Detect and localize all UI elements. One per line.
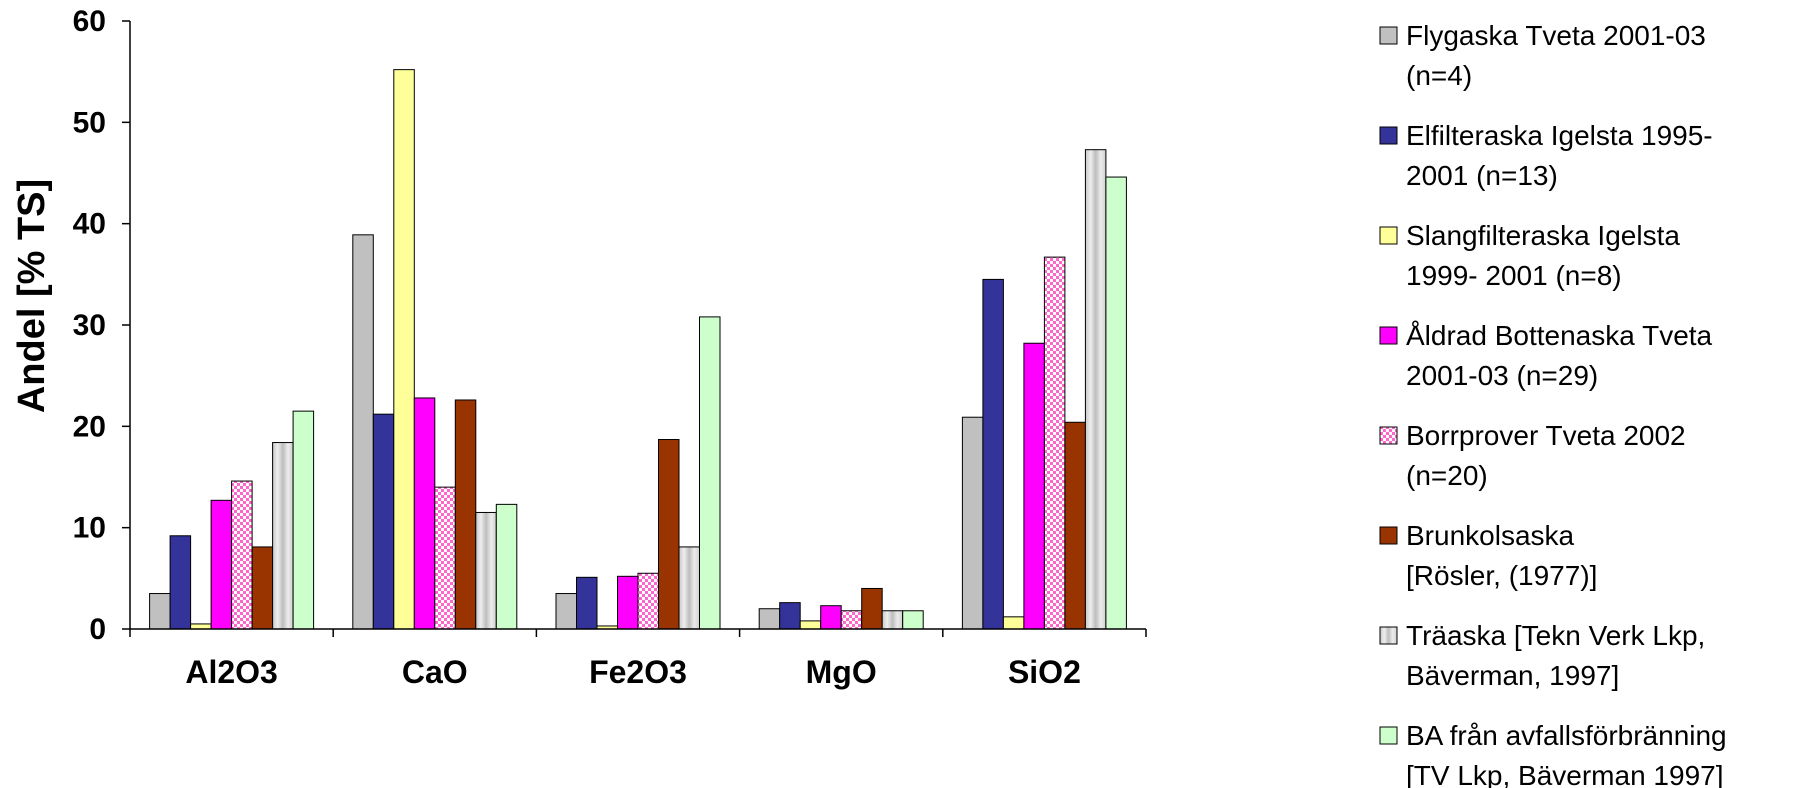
legend-swatch: [1379, 126, 1398, 145]
y-tick-label: 40: [73, 208, 106, 241]
legend-swatch: [1379, 526, 1398, 545]
bar-sio2-series-7: [1084, 149, 1107, 630]
bar-cao-series-8: [495, 503, 518, 630]
bar-al2o3-series-7: [272, 442, 294, 630]
bar-mgo-series-1: [758, 608, 781, 630]
bar-mgo-series-4: [820, 605, 842, 630]
legend-entry-line: Flygaska Tveta 2001-03: [1406, 20, 1706, 51]
bar-mgo-series-8: [902, 610, 924, 630]
bar-fe2o3-series-4: [617, 575, 639, 630]
bar-cao-series-6: [454, 399, 477, 630]
bar-mgo-series-5: [840, 610, 863, 630]
category-label: Al2O3: [185, 654, 277, 690]
bar-sio2-series-6: [1064, 421, 1086, 630]
bar-cao-series-5: [434, 486, 456, 630]
bar-sio2-series-2: [982, 278, 1004, 630]
legend-entry-line: Träaska [Tekn Verk Lkp,: [1406, 620, 1705, 651]
bar-al2o3-series-1: [149, 593, 171, 630]
category-label: Fe2O3: [589, 654, 687, 690]
legend-entry-line: Åldrad Bottenaska Tveta: [1406, 320, 1713, 351]
y-tick-label: 50: [73, 106, 106, 139]
bar-mgo-series-3: [799, 620, 822, 630]
legend-swatch: [1379, 426, 1398, 445]
bar-al2o3-series-4: [210, 499, 233, 630]
legend-entry-line: Brunkolsaska: [1406, 520, 1575, 551]
y-tick-label: 0: [89, 613, 106, 646]
legend-entry-line: 2001 (n=13): [1406, 160, 1558, 191]
bar-mgo-series-2: [779, 602, 801, 630]
bar-al2o3-series-5: [231, 480, 253, 630]
legend-swatch: [1379, 626, 1398, 645]
legend-entry-line: Elfilteraska Igelsta 1995-: [1406, 120, 1713, 151]
bar-al2o3-series-8: [292, 410, 315, 630]
legend-swatch: [1379, 326, 1398, 345]
bar-sio2-series-3: [1002, 616, 1025, 630]
legend-entry-line: (n=4): [1406, 60, 1472, 91]
bar-fe2o3-series-8: [699, 316, 721, 630]
legend-entry-line: BA från avfallsförbränning: [1406, 720, 1727, 751]
category-label: MgO: [806, 654, 877, 690]
category-label: CaO: [402, 654, 468, 690]
legend: Flygaska Tveta 2001-03 (n=4) Elfilteraska …: [1379, 20, 1727, 788]
y-tick-label: 10: [73, 512, 106, 545]
legend-entry-line: Borrprover Tveta 2002: [1406, 420, 1686, 451]
legend-entry-line: Bäverman, 1997]: [1406, 660, 1619, 691]
legend-entry-line: [Rösler, (1977)]: [1406, 560, 1597, 591]
bar-fe2o3-series-6: [658, 439, 680, 630]
bar-fe2o3-series-2: [576, 576, 598, 630]
legend-swatch: [1379, 726, 1398, 745]
bar-sio2-series-5: [1043, 256, 1066, 630]
legend-entry-line: Slangfilteraska Igelsta: [1406, 220, 1680, 251]
bar-mgo-series-7: [881, 610, 904, 630]
bar-fe2o3-series-5: [637, 572, 659, 630]
y-axis-title: Andel [% TS]: [11, 179, 53, 413]
x-axis-category-labels: Al2O3 CaO Fe2O3 MgO SiO2: [185, 654, 1081, 690]
bar-al2o3-series-2: [169, 535, 192, 630]
bar-cao-series-4: [413, 397, 436, 630]
y-tick-label: 20: [73, 410, 106, 443]
bar-fe2o3-series-1: [555, 593, 577, 630]
y-tick-label: 60: [73, 5, 106, 38]
bar-al2o3-series-6: [251, 546, 274, 630]
bar-cao-series-2: [372, 413, 395, 630]
legend-entry-line: 2001-03 (n=29): [1406, 360, 1598, 391]
y-axis-ticks: 0 10 20 30 40 50 60: [73, 5, 130, 646]
legend-swatch: [1379, 26, 1398, 45]
y-tick-label: 30: [73, 309, 106, 342]
legend-swatch: [1379, 226, 1398, 245]
bar-fe2o3-series-7: [678, 546, 700, 630]
bar-cao-series-3: [393, 69, 415, 630]
legend-entry-line: [TV Lkp, Bäverman 1997]: [1406, 760, 1724, 788]
x-axis-ticks: [129, 629, 1147, 637]
legend-entry-line: 1999- 2001 (n=8): [1406, 260, 1622, 291]
bar-sio2-series-4: [1023, 342, 1045, 630]
bar-cao-series-7: [475, 511, 497, 630]
bars: [149, 69, 1127, 630]
category-label: SiO2: [1008, 654, 1081, 690]
bar-al2o3-series-3: [190, 623, 212, 630]
bar-sio2-series-8: [1105, 176, 1127, 630]
legend-entry-line: (n=20): [1406, 460, 1488, 491]
bar-sio2-series-1: [961, 416, 984, 630]
bar-cao-series-1: [352, 234, 374, 630]
bar-mgo-series-6: [861, 587, 883, 630]
